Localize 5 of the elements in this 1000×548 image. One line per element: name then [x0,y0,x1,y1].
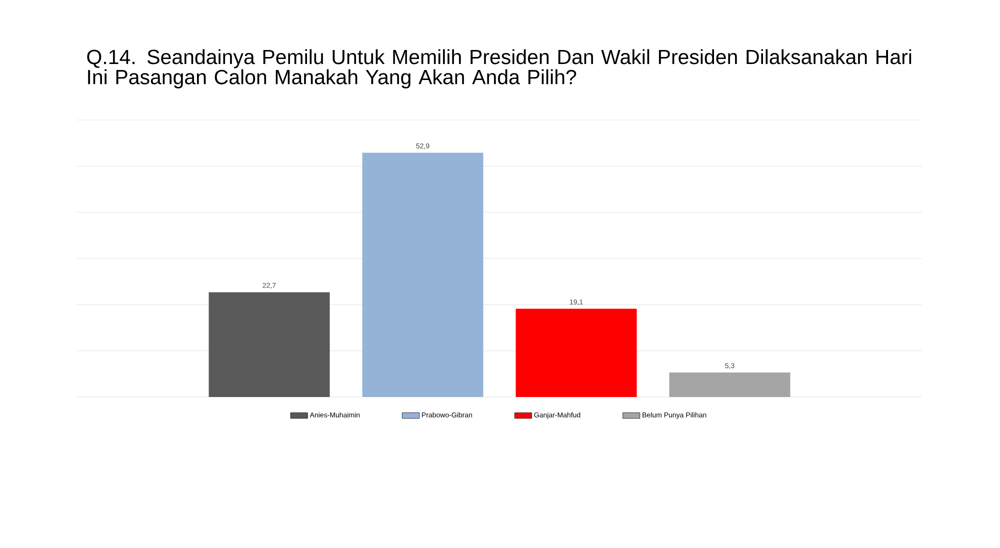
bar [669,372,790,397]
bar [362,152,484,397]
bar [516,308,637,397]
bar [208,292,330,397]
chart-title: Q.14. Seandainya Pemilu Untuk Memilih Presiden Dan Wakil Presiden Dilaksanakan Hari Ini Pasangan Calon Manakah Yang Akan Anda Pilih? [87,49,912,88]
